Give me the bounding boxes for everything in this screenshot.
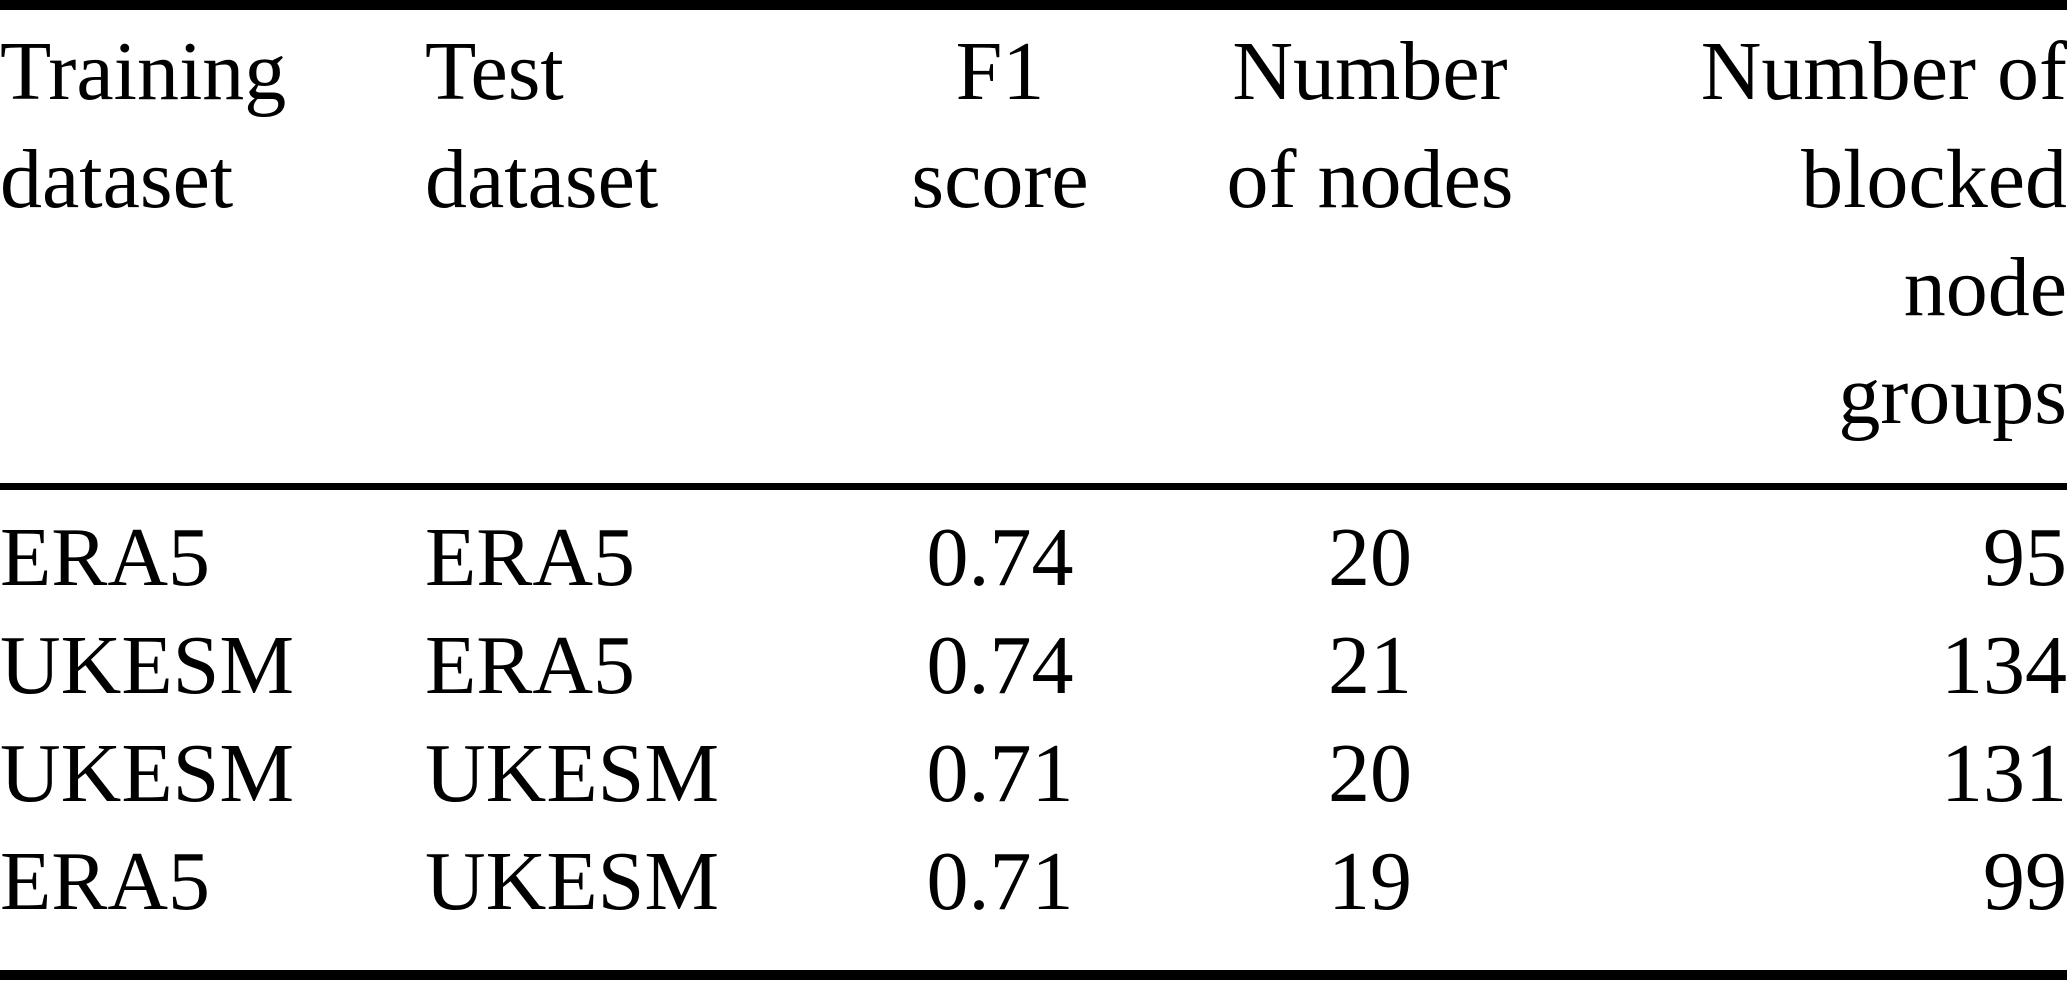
cell-number-of-blocked-node-groups: 99 xyxy=(1983,835,2067,928)
cell-number-of-nodes: 21 xyxy=(1328,619,1412,712)
table-header: Training dataset Test dataset F1 score N… xyxy=(0,5,2067,490)
cell-number-of-nodes: 19 xyxy=(1328,835,1412,928)
col-header-test-dataset: Test dataset xyxy=(425,5,810,490)
cell-f1-score: 0.71 xyxy=(926,727,1074,820)
header-line: dataset xyxy=(0,133,234,226)
table-row: UKESM UKESM 0.71 20 131 xyxy=(0,720,2067,828)
cell-number-of-blocked-node-groups: 131 xyxy=(1941,727,2067,820)
header-line: of nodes xyxy=(1226,133,1514,226)
cell-number-of-nodes: 20 xyxy=(1328,727,1412,820)
table-row: ERA5 UKESM 0.71 19 99 xyxy=(0,828,2067,975)
col-header-f1-score: F1 score xyxy=(810,5,1190,490)
header-line: Number of xyxy=(1700,25,2067,118)
cell-training-dataset: ERA5 xyxy=(0,835,210,928)
col-header-training-dataset: Training dataset xyxy=(0,5,425,490)
table-body: ERA5 ERA5 0.74 20 95 UKESM ERA5 0.74 21 … xyxy=(0,487,2067,976)
cell-f1-score: 0.71 xyxy=(926,835,1074,928)
header-line: Number xyxy=(1232,25,1508,118)
cell-test-dataset: ERA5 xyxy=(425,619,635,712)
cell-number-of-nodes: 20 xyxy=(1328,511,1412,604)
cell-number-of-blocked-node-groups: 134 xyxy=(1941,619,2067,712)
header-line: dataset xyxy=(425,133,659,226)
cell-training-dataset: UKESM xyxy=(0,619,295,712)
header-line: groups xyxy=(1838,349,2067,442)
header-line: score xyxy=(911,133,1089,226)
cell-number-of-blocked-node-groups: 95 xyxy=(1983,511,2067,604)
cell-f1-score: 0.74 xyxy=(926,511,1074,604)
header-line: node xyxy=(1903,241,2067,334)
cell-f1-score: 0.74 xyxy=(926,619,1074,712)
cell-test-dataset: UKESM xyxy=(425,835,720,928)
header-row: Training dataset Test dataset F1 score N… xyxy=(0,5,2067,490)
col-header-number-of-nodes: Number of nodes xyxy=(1190,5,1550,490)
header-line: F1 xyxy=(955,25,1045,118)
table-row: ERA5 ERA5 0.74 20 95 xyxy=(0,487,2067,613)
header-line: Training xyxy=(0,25,287,118)
col-header-number-of-blocked-node-groups: Number of blocked node groups xyxy=(1550,5,2067,490)
cell-training-dataset: UKESM xyxy=(0,727,295,820)
cell-test-dataset: ERA5 xyxy=(425,511,635,604)
header-line: Test xyxy=(425,25,564,118)
table-row: UKESM ERA5 0.74 21 134 xyxy=(0,612,2067,720)
cell-training-dataset: ERA5 xyxy=(0,511,210,604)
cell-test-dataset: UKESM xyxy=(425,727,720,820)
header-line: blocked xyxy=(1801,133,2067,226)
